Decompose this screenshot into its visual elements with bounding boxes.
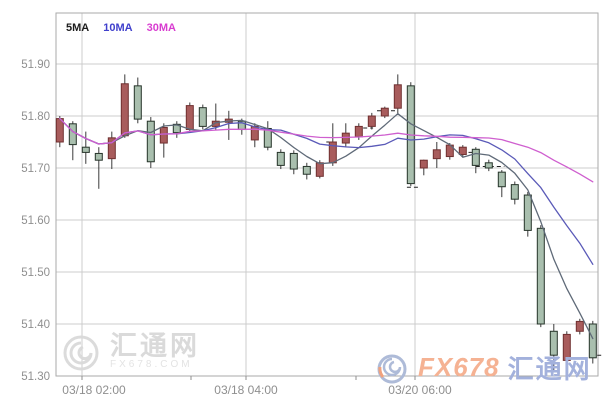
fx678-logo-icon [377,354,407,383]
ma-legend: 5MA 10MA 30MA [66,22,190,34]
watermark-site-name: 汇通网 [110,331,200,361]
candle-down [536,227,545,325]
candle-up [120,83,129,137]
candle-up [458,146,467,155]
brand-text: FX678 [418,352,500,382]
candle-up [185,105,194,131]
candle-up [562,333,571,361]
watermark-left: 汇通网 FX678.COM [58,329,200,375]
candle-down [146,120,155,163]
candle-up [354,125,363,138]
y-axis-label: 51.60 [21,215,50,227]
candle-down [484,162,493,169]
candle-down [471,148,480,166]
legend-item-30ma: 30MA [146,22,176,34]
candle-down [497,171,506,188]
candle-up [419,159,428,169]
y-axis-label: 51.70 [21,163,50,175]
y-axis-label: 51.30 [21,371,50,383]
candle-down [302,165,311,175]
y-axis-label: 51.80 [21,111,50,123]
x-axis-label: 03/18 02:00 [62,383,126,397]
y-axis-label: 51.50 [21,267,50,279]
ma30-line [59,117,594,183]
candle-up [380,107,389,117]
watermark-right: FX678 汇通网 [374,349,592,386]
huitong-logo-icon [63,335,99,371]
candle-up [393,84,402,109]
candle-down [68,123,77,146]
y-axis-label: 51.90 [21,59,50,71]
candle-up [367,115,376,127]
candle-up [432,149,441,160]
brand-site-name: 汇通网 [507,354,592,384]
candle-down [549,330,558,356]
candle-up [55,118,64,143]
candle-up [315,162,324,177]
candle-down [276,151,285,166]
x-axis-label: 03/20 06:00 [388,383,452,397]
candle-down [289,152,298,170]
candle-up [250,125,259,141]
candle-down [94,152,103,161]
candle-up [341,132,350,144]
candle-down [588,323,597,359]
candle-up [159,126,168,144]
ma5-line [59,113,594,340]
plot-border [55,12,599,377]
candle-up [107,137,116,160]
x-axis-label: 03/18 04:00 [214,383,278,397]
candle-down [510,184,519,200]
candle-down [198,107,207,127]
watermark-site-domain: FX678.COM [110,359,193,370]
candle-up [575,320,584,332]
candle-up [211,120,220,127]
candle-down [523,194,532,231]
candle-down [263,127,272,148]
legend-item-5ma: 5MA [66,22,90,34]
candle-down [133,85,142,120]
candle-down [81,146,90,153]
y-axis-label: 51.40 [21,319,50,331]
legend-item-10ma: 10MA [103,22,133,34]
